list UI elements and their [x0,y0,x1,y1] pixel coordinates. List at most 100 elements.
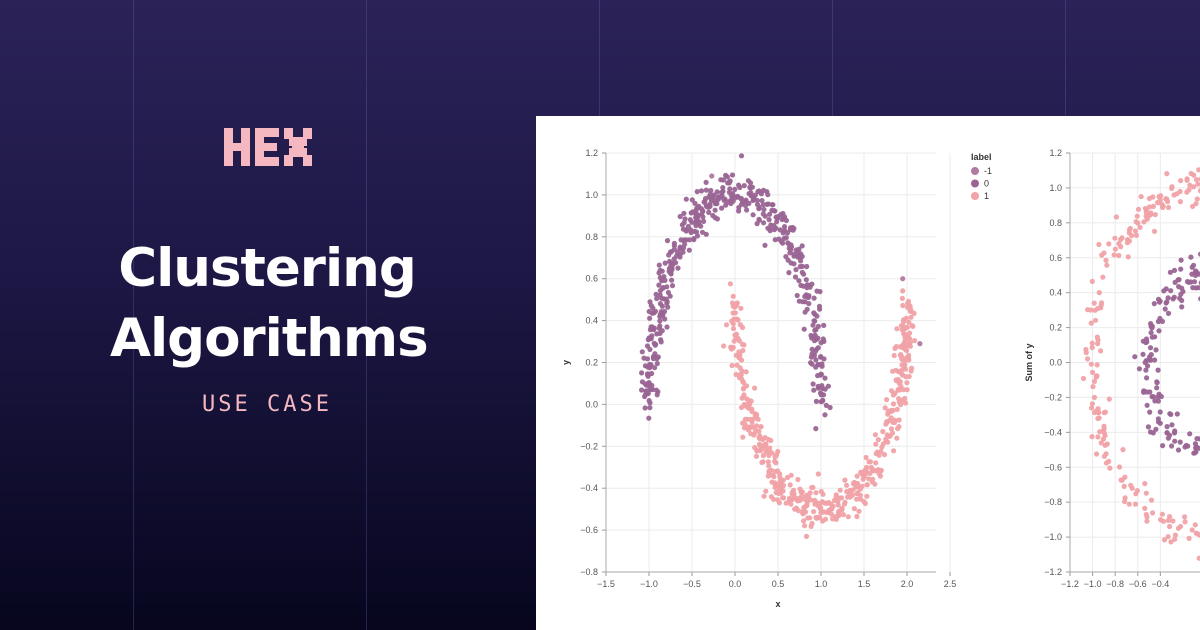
y-tick-label: 0.4 [585,316,598,326]
data-point [1144,402,1150,408]
data-point [1091,300,1097,306]
data-point [1148,330,1154,336]
data-point [1172,279,1178,285]
data-point [893,377,899,383]
data-point [1193,449,1199,455]
data-point [655,354,661,360]
data-point [642,405,648,411]
data-point [741,183,747,189]
data-point [787,496,793,503]
data-point [1089,401,1095,407]
data-point [643,388,649,394]
data-point [844,482,850,488]
logo-block [224,143,250,151]
data-point [898,402,904,408]
data-point [1141,219,1147,225]
data-point [1100,274,1106,280]
data-point [1093,373,1099,379]
data-point [1164,171,1170,177]
data-point [882,405,888,411]
data-point [694,233,701,239]
data-point [804,492,810,498]
data-point [1138,194,1144,200]
data-point [825,383,831,389]
data-point [803,533,810,539]
data-point [1185,443,1191,449]
data-point [892,417,898,423]
data-point [701,199,707,205]
data-point [804,503,810,509]
data-point [1194,436,1200,442]
data-point [905,298,912,304]
data-point [872,432,878,438]
data-point [753,413,759,419]
data-point [899,295,905,301]
data-point [1101,410,1107,416]
data-point [1147,409,1153,415]
data-point [864,493,870,499]
grid-line [366,0,367,630]
data-point [1195,181,1200,187]
data-point [766,463,772,469]
data-point [746,402,752,408]
data-point [662,260,668,266]
data-point [692,200,698,206]
legend-swatch [971,167,979,175]
data-point [1153,426,1159,432]
data-point [734,362,740,368]
title-line-1: Clustering [118,238,417,299]
data-point [1189,527,1195,533]
data-point [873,441,879,447]
data-point [804,263,810,270]
data-point [1147,429,1154,435]
data-point [875,437,881,443]
data-point [802,299,808,305]
data-point [740,379,746,385]
data-point [902,366,909,372]
data-point [738,371,744,378]
data-point [772,469,778,475]
data-point [787,225,794,231]
data-point [719,189,725,196]
data-point [749,419,755,425]
data-point [680,249,686,255]
data-point [677,246,683,252]
data-point [659,303,665,309]
chart-canvas: −1.5 −1.0 −0.5 0.0 0.5 1.0 1.5 2.0 2.5 1.2 1.0 0.8 0… [561,148,1200,609]
data-point [817,515,823,521]
data-point [747,180,754,186]
data-point [794,498,801,504]
data-point [1095,434,1101,440]
data-point [1163,286,1169,292]
data-point [822,516,829,522]
data-point [891,352,897,359]
logo-block [298,137,307,146]
title-line-2: Algorithms [110,308,429,369]
data-point [1143,367,1149,373]
data-point [801,326,807,332]
data-point [818,392,824,398]
data-point [1182,519,1188,525]
data-point [639,370,645,376]
y-tick-label: −0.6 [580,525,598,535]
data-point [1090,384,1096,390]
data-point [780,240,786,246]
data-point [1178,178,1184,184]
data-point [730,344,736,350]
data-point [780,210,786,217]
data-point [917,341,923,347]
data-point [1134,488,1140,494]
data-point [818,371,824,377]
data-point [671,243,677,249]
data-point [720,185,726,191]
data-point [772,454,778,460]
data-point [1170,518,1176,524]
data-point [897,387,903,393]
y-tick-label: 0.0 [585,399,598,409]
data-point [1168,411,1174,417]
data-point [756,206,762,212]
data-point [647,327,653,333]
data-point [642,393,648,400]
data-point [1165,310,1172,316]
data-point [801,496,807,502]
